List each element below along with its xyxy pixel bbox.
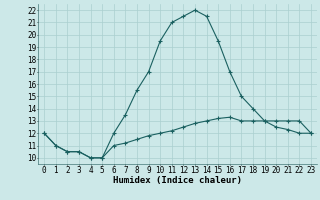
X-axis label: Humidex (Indice chaleur): Humidex (Indice chaleur) bbox=[113, 176, 242, 185]
